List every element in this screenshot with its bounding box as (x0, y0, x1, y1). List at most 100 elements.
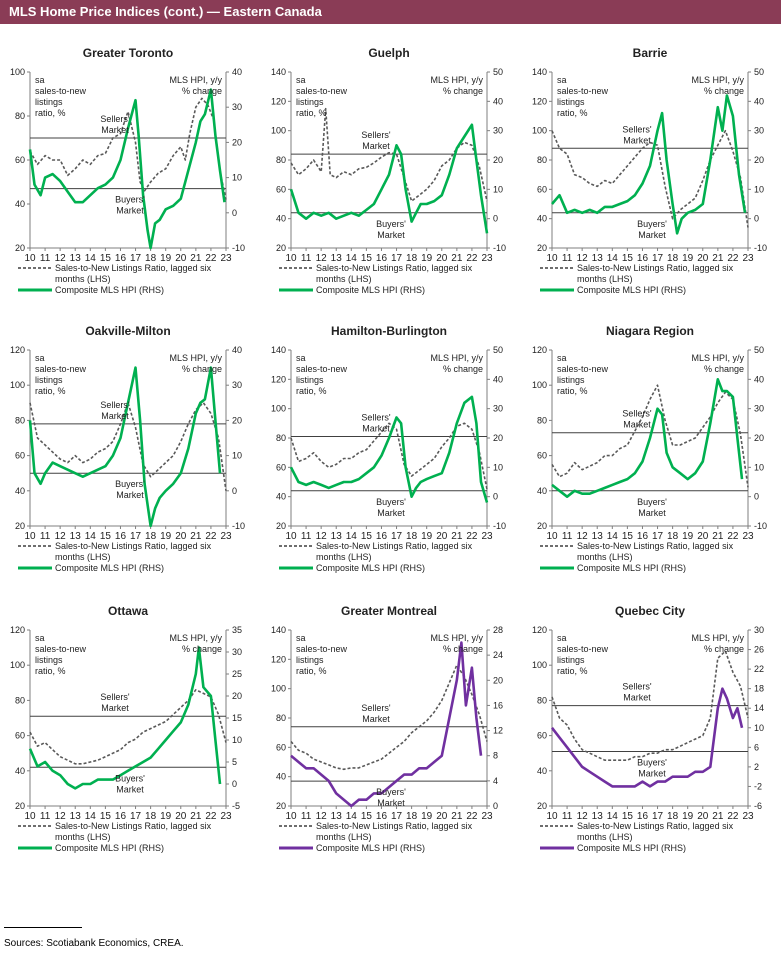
legend-label-sales-to-new: Sales-to-New Listings Ratio, lagged six (55, 263, 212, 273)
left-tick-label: 40 (276, 214, 286, 224)
right-tick-label: 20 (493, 433, 503, 443)
chart-panel-niagara-region: Niagara Region20406080100120-10010203040… (532, 324, 767, 573)
left-axis-label: ratio, % (35, 666, 66, 676)
series-line-sales-to-new-listings (290, 107, 488, 202)
right-tick-label: 10 (232, 173, 242, 183)
x-tick-label: 13 (70, 531, 82, 542)
left-tick-label: 20 (15, 243, 25, 253)
right-tick-label: 25 (232, 669, 242, 679)
right-axis-label: % change (443, 86, 483, 96)
left-tick-label: 120 (532, 345, 547, 355)
legend-label-composite-hpi: Composite MLS HPI (RHS) (55, 563, 164, 573)
right-tick-label: 50 (493, 67, 503, 77)
right-tick-label: 40 (232, 345, 242, 355)
legend-label-sales-to-new-cont: months (LHS) (577, 832, 633, 842)
series-line-sales-to-new-listings (551, 129, 749, 228)
left-tick-label: 80 (276, 433, 286, 443)
right-tick-label: 40 (754, 374, 764, 384)
right-tick-label: 0 (232, 486, 237, 496)
right-tick-label: 10 (754, 723, 764, 733)
right-axis-label: MLS HPI, y/y (691, 75, 744, 85)
series-line-composite-mls-hpi (551, 94, 747, 235)
left-axis-label: ratio, % (296, 386, 327, 396)
annotation-sellers-market: Market (362, 141, 390, 151)
right-axis-label: % change (704, 86, 744, 96)
x-tick-label: 23 (220, 253, 232, 264)
x-tick-label: 18 (667, 531, 679, 542)
x-tick-label: 12 (316, 253, 328, 264)
x-tick-label: 16 (115, 531, 127, 542)
right-tick-label: -10 (232, 521, 245, 531)
annotation-sellers-market: Sellers' (622, 409, 652, 419)
left-axis-label: sales-to-new (296, 86, 348, 96)
right-tick-label: 20 (754, 433, 764, 443)
x-tick-label: 13 (592, 253, 604, 264)
x-tick-label: 18 (145, 811, 157, 822)
x-tick-label: 14 (607, 253, 619, 264)
legend-label-composite-hpi: Composite MLS HPI (RHS) (316, 563, 425, 573)
left-tick-label: 120 (271, 96, 286, 106)
annotation-buyers-market: Market (377, 508, 405, 518)
left-axis-label: ratio, % (35, 386, 66, 396)
x-tick-label: 15 (100, 811, 112, 822)
right-tick-label: 50 (754, 345, 764, 355)
right-axis-label: MLS HPI, y/y (169, 75, 222, 85)
x-tick-label: 18 (406, 531, 418, 542)
x-tick-label: 21 (190, 811, 202, 822)
x-tick-label: 20 (697, 253, 709, 264)
x-tick-label: 17 (391, 811, 403, 822)
x-tick-label: 13 (331, 253, 343, 264)
left-tick-label: 40 (15, 486, 25, 496)
x-tick-label: 12 (577, 253, 589, 264)
x-tick-label: 17 (130, 811, 142, 822)
legend-label-sales-to-new: Sales-to-New Listings Ratio, lagged six (55, 541, 212, 551)
chart-panel-oakville-milton: Oakville-Milton20406080100120-1001020304… (10, 324, 245, 573)
x-tick-label: 22 (727, 531, 739, 542)
left-axis-label: sa (296, 75, 306, 85)
right-tick-label: 0 (754, 214, 759, 224)
right-axis-label: MLS HPI, y/y (430, 353, 483, 363)
x-tick-label: 13 (331, 531, 343, 542)
x-tick-label: 18 (667, 811, 679, 822)
x-tick-label: 20 (436, 253, 448, 264)
x-tick-label: 20 (175, 253, 187, 264)
x-tick-label: 19 (682, 531, 694, 542)
right-axis-label: % change (182, 86, 222, 96)
series-line-composite-mls-hpi (28, 88, 226, 250)
x-tick-label: 19 (421, 253, 433, 264)
right-tick-label: 50 (493, 345, 503, 355)
x-tick-label: 11 (40, 531, 51, 542)
x-tick-label: 18 (406, 253, 418, 264)
left-axis-label: sa (35, 353, 45, 363)
right-tick-label: 30 (493, 404, 503, 414)
x-tick-label: 21 (451, 253, 463, 264)
x-tick-label: 15 (361, 531, 373, 542)
legend-label-sales-to-new: Sales-to-New Listings Ratio, lagged six (577, 263, 734, 273)
chart-title: Guelph (368, 46, 409, 60)
left-axis-label: sa (557, 353, 567, 363)
annotation-buyers-market: Market (638, 508, 666, 518)
right-axis-label: MLS HPI, y/y (691, 633, 744, 643)
x-tick-label: 11 (301, 811, 312, 822)
x-tick-label: 13 (592, 811, 604, 822)
right-tick-label: 0 (493, 801, 498, 811)
left-tick-label: 100 (10, 67, 25, 77)
header-bar (0, 0, 781, 24)
legend-label-sales-to-new: Sales-to-New Listings Ratio, lagged six (577, 541, 734, 551)
x-tick-label: 18 (667, 253, 679, 264)
right-tick-label: 0 (232, 779, 237, 789)
right-tick-label: 15 (232, 713, 242, 723)
x-tick-label: 22 (727, 811, 739, 822)
right-axis-label: % change (443, 644, 483, 654)
series-line-composite-mls-hpi (289, 395, 489, 503)
left-tick-label: 120 (532, 96, 547, 106)
right-tick-label: -10 (754, 243, 767, 253)
annotation-sellers-market: Sellers' (100, 400, 130, 410)
right-tick-label: 10 (493, 184, 503, 194)
right-tick-label: 40 (754, 96, 764, 106)
x-tick-label: 14 (346, 811, 358, 822)
right-tick-label: 6 (754, 742, 759, 752)
left-tick-label: 40 (276, 492, 286, 502)
right-tick-label: -10 (493, 243, 506, 253)
x-tick-label: 22 (466, 811, 478, 822)
